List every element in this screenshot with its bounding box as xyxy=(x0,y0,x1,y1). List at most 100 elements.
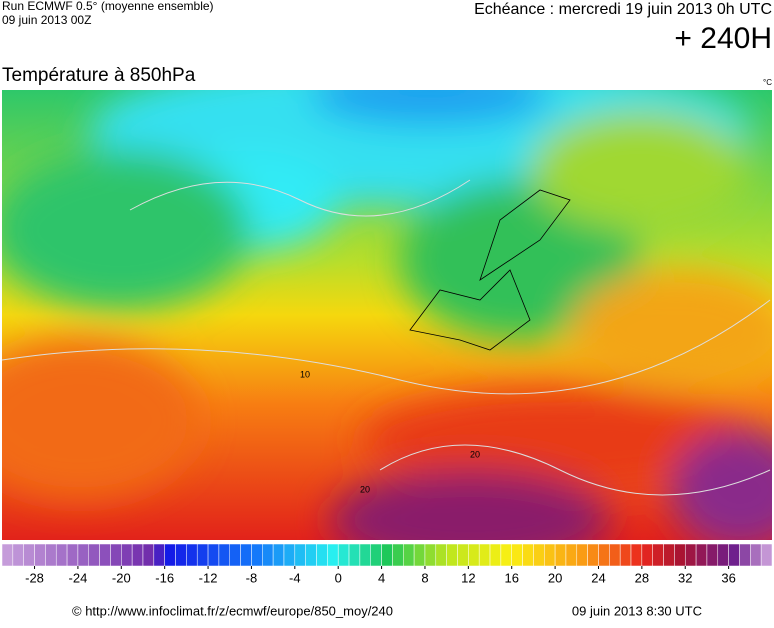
colorbar-cell xyxy=(511,543,523,567)
colorbar-tick-label: -4 xyxy=(289,570,301,585)
colorbar-tick-label: 4 xyxy=(378,570,385,585)
colorbar-tick-label: -20 xyxy=(112,570,131,585)
colorbar-cell xyxy=(337,543,350,567)
colorbar-cell xyxy=(381,543,393,567)
colorbar-cell xyxy=(240,543,252,567)
colorbar-cell xyxy=(609,543,621,567)
colorbar-tick-label: 12 xyxy=(461,570,475,585)
colorbar-cell xyxy=(587,543,599,567)
unit: °C xyxy=(763,78,772,87)
colorbar-cell xyxy=(598,543,610,567)
colorbar-cell xyxy=(413,543,426,567)
colorbar-cell xyxy=(1,543,14,567)
colorbar-cell xyxy=(652,543,664,567)
colorbar-cell xyxy=(283,543,296,567)
colorbar-tick-label: 20 xyxy=(548,570,562,585)
colorbar-cell xyxy=(446,543,458,567)
colorbar-cell xyxy=(392,543,404,567)
colorbar-cell xyxy=(739,543,751,567)
colorbar-tick-label: 28 xyxy=(635,570,649,585)
colorbar-cell xyxy=(186,543,198,567)
colorbar-tick-label: 32 xyxy=(678,570,692,585)
colorbar-cell xyxy=(316,543,328,567)
colorbar-cell xyxy=(424,543,437,567)
colorbar-cell xyxy=(305,543,317,567)
colorbar-cell xyxy=(272,543,285,567)
colorbar-cell xyxy=(121,543,133,567)
colorbar-tick-label: 8 xyxy=(421,570,428,585)
colorbar-cell xyxy=(435,543,447,567)
colorbar-tick-label: 0 xyxy=(335,570,342,585)
colorbar-cell xyxy=(196,543,209,567)
source-link: © http://www.infoclimat.fr/z/ecmwf/europ… xyxy=(72,603,393,618)
colorbar-cell xyxy=(500,543,512,567)
colorbar-cell xyxy=(66,543,79,567)
run-label: Run ECMWF 0.5° (moyenne ensemble) xyxy=(2,0,214,13)
colorbar-cell xyxy=(142,543,155,567)
colorbar-cell xyxy=(12,543,24,567)
colorbar-cell xyxy=(684,543,697,567)
colorbar-cell xyxy=(294,543,306,567)
colorbar-cell xyxy=(175,543,187,567)
colorbar-cell xyxy=(750,543,762,567)
colorbar-cell xyxy=(370,543,382,567)
colorbar-cell xyxy=(457,543,469,567)
colorbar-cell xyxy=(110,543,122,567)
colorbar-cell xyxy=(760,543,773,567)
valid-time: Echéance : mercredi 19 juin 2013 0h UTC xyxy=(474,1,772,18)
run-date: 09 juin 2013 00Z xyxy=(2,13,91,27)
colorbar-cell xyxy=(663,543,675,567)
colorbar-cell xyxy=(153,543,165,567)
colorbar-tick-label: 24 xyxy=(591,570,605,585)
colorbar-cell xyxy=(468,543,480,567)
colorbar-cell xyxy=(359,543,371,567)
colorbar-cell xyxy=(576,543,588,567)
colorbar-cell xyxy=(619,543,632,567)
colorbar-cell xyxy=(348,543,361,567)
colorbar-tick-label: 16 xyxy=(504,570,518,585)
colorbar-cell xyxy=(327,543,339,567)
colorbar-cell xyxy=(23,543,35,567)
contour-label: 10 xyxy=(300,369,310,379)
colorbar-cell xyxy=(55,543,68,567)
colorbar-cell xyxy=(403,543,415,567)
colorbar-tick-label: -8 xyxy=(246,570,258,585)
colorbar-cell xyxy=(262,543,274,567)
colorbar-cell xyxy=(229,543,241,567)
colorbar-cell xyxy=(728,543,740,567)
colorbar-cell xyxy=(641,543,653,567)
colorbar-tick-label: 36 xyxy=(721,570,735,585)
colorbar-cell xyxy=(251,543,263,567)
colorbar-cell xyxy=(565,543,578,567)
contour-label: 20 xyxy=(470,449,480,459)
colorbar-cell xyxy=(77,543,90,567)
colorbar-cell xyxy=(478,543,491,567)
colorbar-cell xyxy=(717,543,729,567)
map-title: Température à 850hPa xyxy=(2,65,196,86)
colorbar-cell xyxy=(630,543,643,567)
colorbar-cell xyxy=(218,543,230,567)
colorbar-cell xyxy=(164,543,176,567)
colorbar-cell xyxy=(674,543,686,567)
colorbar-cell xyxy=(554,543,567,567)
lead-time: + 240H xyxy=(674,22,772,55)
colorbar-cell xyxy=(544,543,556,567)
colorbar-tick-label: -12 xyxy=(199,570,218,585)
colorbar-cell xyxy=(34,543,46,567)
colorbar-cell xyxy=(695,543,708,567)
colorbar-tick-label: -28 xyxy=(25,570,44,585)
contour-label: 20 xyxy=(360,484,370,494)
colorbar-cell xyxy=(99,543,111,567)
colorbar-cell xyxy=(88,543,100,567)
colorbar-tick-label: -24 xyxy=(69,570,88,585)
issued-time: 09 juin 2013 8:30 UTC xyxy=(572,603,702,618)
colorbar-cell xyxy=(207,543,220,567)
colorbar-cell xyxy=(706,543,719,567)
colorbar-cell xyxy=(45,543,57,567)
colorbar-tick-label: -16 xyxy=(155,570,174,585)
colorbar-cell xyxy=(522,543,534,567)
temperature-field xyxy=(2,90,772,540)
colorbar-cell xyxy=(489,543,502,567)
colorbar-cell xyxy=(131,543,144,567)
